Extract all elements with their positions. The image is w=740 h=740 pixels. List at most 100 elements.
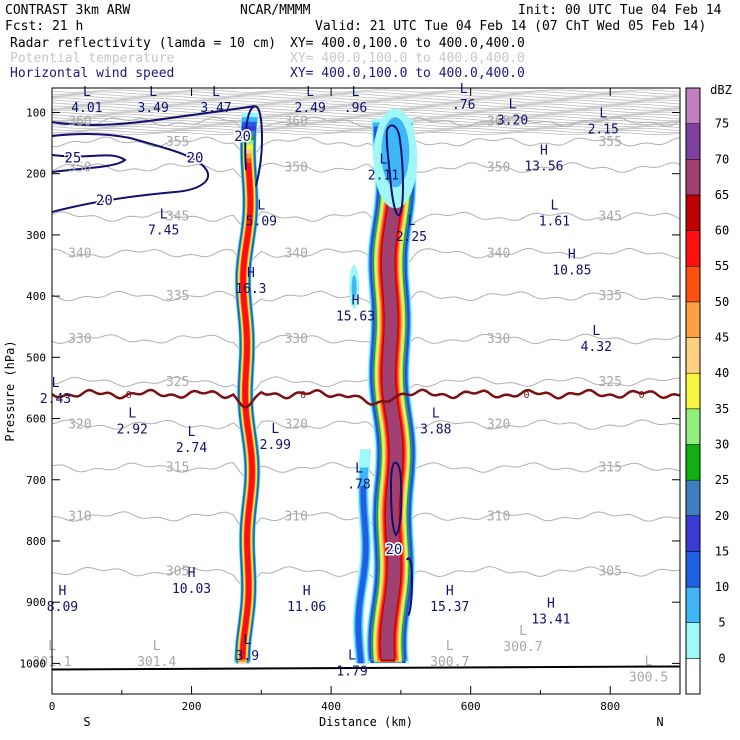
theta-contour-label: 330 <box>68 332 91 347</box>
colorbar-swatch <box>685 515 701 552</box>
wind-extremum-value: 4.01 <box>71 101 102 116</box>
wind-extremum-value: 15.37 <box>430 600 469 615</box>
y-tick-label: 800 <box>26 535 46 548</box>
field-xy-reflectivity: XY= 400.0,100.0 to 400.0,400.0 <box>290 36 525 51</box>
wind-extremum-value: 2.99 <box>260 438 291 453</box>
wind-extremum-type: L <box>306 85 314 100</box>
reflectivity-band <box>239 163 255 659</box>
wind-extremum-value: 2.74 <box>176 441 207 456</box>
colorbar-swatch <box>685 479 701 517</box>
wind-extremum-type: L <box>128 407 136 422</box>
theta-contour-label: 320 <box>68 418 91 433</box>
x-tick-label: 800 <box>600 700 620 713</box>
wind-extremum-value: 2.25 <box>396 230 427 245</box>
theta-contour <box>52 116 680 139</box>
wind-extremum-value: 3.9 <box>236 649 259 664</box>
init-time: Init: 00 UTC Tue 04 Feb 14 <box>518 3 722 18</box>
theta-upper-line <box>52 103 680 107</box>
wind-extremum-type: H <box>352 293 360 308</box>
wind-extremum-value: 16.3 <box>235 282 266 297</box>
wind-extremum-type: L <box>348 648 356 663</box>
field-label-theta: Potential temperature <box>10 51 175 66</box>
theta-contour-label: 325 <box>598 375 621 390</box>
theta-contour <box>52 333 680 353</box>
colorbar-swatch <box>685 194 701 231</box>
wind-contour-label: 20 <box>96 193 113 209</box>
theta-contour <box>52 376 680 399</box>
wind-extremum-type: L <box>243 633 251 648</box>
wind-extremum-value: 5.09 <box>246 214 277 229</box>
theta-extremum-value: 300.7 <box>503 640 542 655</box>
wind-contour-label: 20 <box>385 542 402 558</box>
theta-contour-label: 350 <box>68 161 91 176</box>
colorbar-swatch <box>685 622 701 659</box>
colorbar-level-label: 70 <box>715 152 729 166</box>
colorbar-swatch <box>685 123 701 160</box>
wind-extremum-value: 2.49 <box>295 101 326 116</box>
colorbar-level-label: 35 <box>715 402 729 416</box>
wind-extremum-type: L <box>271 422 279 437</box>
wind-contour-20 <box>52 133 210 213</box>
colorbar-swatch <box>685 230 701 267</box>
wind-extremum-value: 1.79 <box>336 664 367 679</box>
freezing-level-label: 0 <box>523 390 529 401</box>
wind-extremum-value: 3.20 <box>497 113 528 128</box>
x-tick-label: 400 <box>321 700 341 713</box>
surface-line <box>52 665 680 671</box>
theta-extremum-value: 301.4 <box>137 655 176 670</box>
theta-contour-label: 360 <box>487 115 510 130</box>
colorbar-level-label: 10 <box>715 580 729 594</box>
theta-contour-label: 355 <box>166 135 189 150</box>
theta-upper-line <box>52 109 680 113</box>
wind-extremum-type: L <box>407 214 415 229</box>
theta-upper-line <box>52 111 680 115</box>
theta-upper-line <box>52 99 680 103</box>
x-end-label-north: N <box>656 715 663 729</box>
y-tick-label: 200 <box>26 168 46 181</box>
wind-extremum-type: H <box>247 266 255 281</box>
theta-upper-line <box>52 107 680 111</box>
wind-extremum-type: L <box>432 407 440 422</box>
x-tick-label: 200 <box>182 700 202 713</box>
theta-contour-label: 325 <box>166 375 189 390</box>
theta-contour-label: 320 <box>284 418 307 433</box>
colorbar-swatch <box>685 87 701 124</box>
theta-upper-line <box>52 115 680 119</box>
colorbar-level-label: 5 <box>718 616 725 630</box>
freezing-level-label: 0 <box>639 390 645 401</box>
colorbar-swatch <box>685 408 701 445</box>
colorbar-unit: dBZ <box>710 83 732 97</box>
wind-extremum-type: L <box>160 208 168 223</box>
wind-extremum-type: H <box>568 247 576 262</box>
y-tick-label: 400 <box>26 290 46 303</box>
wind-extremum-type: L <box>212 85 220 100</box>
theta-contour-label: 310 <box>284 509 307 524</box>
theta-contour-label: 340 <box>68 246 91 261</box>
freezing-level-label: 0 <box>126 390 132 401</box>
theta-contour-label: 315 <box>598 461 621 476</box>
wind-extremum-value: 11.06 <box>287 600 326 615</box>
theta-extremum-value: 300.5 <box>629 671 668 686</box>
y-tick-label: 600 <box>26 413 46 426</box>
wind-extremum-type: L <box>380 153 388 168</box>
wind-extremum-value: 10.03 <box>172 582 211 597</box>
theta-upper-line <box>52 101 680 105</box>
theta-extremum-type: L <box>519 624 527 639</box>
theta-upper-line <box>52 93 680 97</box>
colorbar-swatch <box>685 586 701 623</box>
theta-upper-line <box>52 105 680 109</box>
wind-extremum-type: L <box>352 85 360 100</box>
theta-upper-line <box>52 131 680 136</box>
theta-contour-label: 320 <box>487 418 510 433</box>
theta-extremum-type: L <box>446 639 454 654</box>
theta-contour-label: 335 <box>598 289 621 304</box>
wind-extremum-type: L <box>550 198 558 213</box>
theta-contour-label: 340 <box>487 246 510 261</box>
colorbar-swatch <box>685 658 701 695</box>
wind-contour-20 <box>244 105 264 187</box>
model-title: CONTRAST 3km ARW <box>5 3 131 18</box>
x-tick-label: 600 <box>461 700 481 713</box>
theta-contour-label: 350 <box>487 161 510 176</box>
wind-extremum-value: .76 <box>452 98 475 113</box>
